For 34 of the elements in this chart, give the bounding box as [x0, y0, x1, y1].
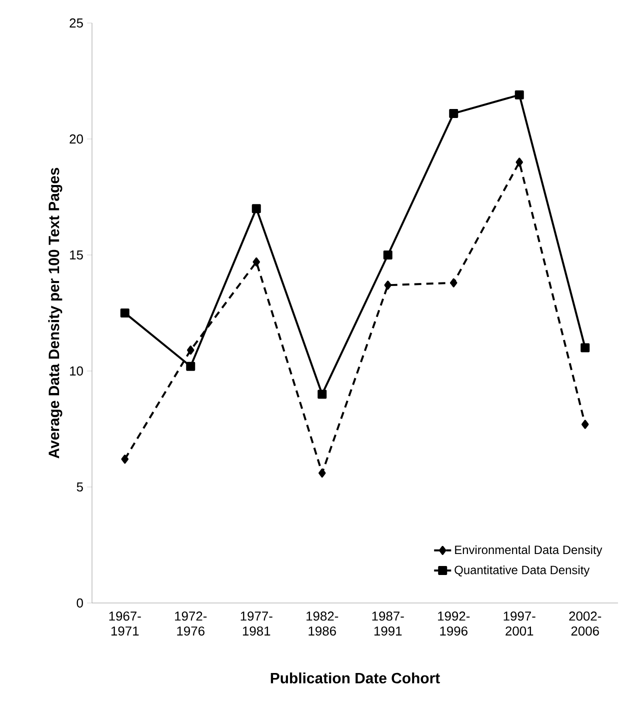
point	[318, 468, 326, 478]
y-tick-label: 5	[76, 482, 83, 492]
x-tick-label: 1967-1971	[109, 612, 141, 636]
point	[450, 278, 458, 288]
point	[384, 280, 392, 290]
legend-label: Environmental Data Density	[455, 545, 602, 556]
point	[580, 343, 590, 352]
point	[449, 108, 458, 118]
y-tick-label: 15	[70, 250, 83, 260]
x-tick-label: 1982-1986	[306, 612, 338, 636]
point	[252, 204, 261, 214]
x-tick-label: 1987-1991	[372, 612, 404, 636]
point	[516, 158, 523, 167]
y-tick-label: 10	[70, 366, 83, 376]
point	[383, 250, 392, 260]
x-axis-title: Publication Date Cohort	[270, 672, 440, 684]
point	[187, 346, 194, 355]
x-tick-label: 1977-1981	[240, 612, 272, 636]
point	[581, 420, 589, 429]
point	[120, 308, 130, 318]
legend-label: Quantitative Data Density	[454, 565, 590, 577]
point	[186, 362, 196, 371]
x-tick-label: 1972-1976	[175, 612, 207, 636]
y-axis-title: Average Data Density per 100 Text Pages	[48, 168, 62, 458]
y-tick-label: 0	[76, 598, 83, 608]
x-tick-label: 1992-1996	[438, 612, 470, 636]
point	[514, 90, 524, 100]
point	[318, 390, 327, 399]
y-tick-label: 20	[70, 134, 83, 144]
point	[252, 257, 260, 266]
x-tick-label: 2002-2006	[569, 612, 602, 636]
point	[121, 454, 128, 464]
x-tick-label: 1997-2001	[504, 612, 536, 636]
y-tick-label: 25	[70, 18, 83, 28]
